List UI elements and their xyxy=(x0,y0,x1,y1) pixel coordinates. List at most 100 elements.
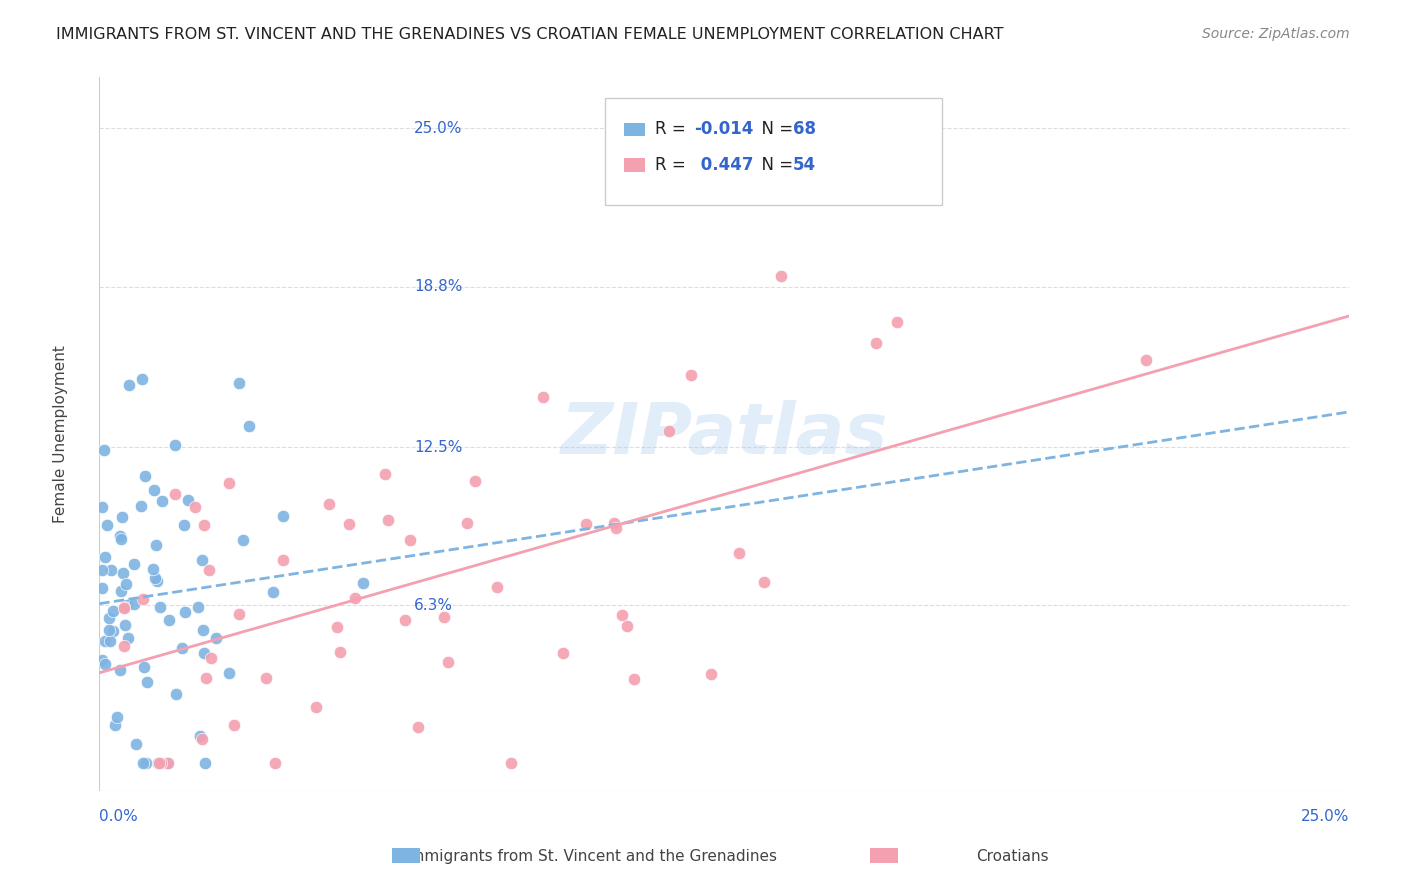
Point xyxy=(117,598,139,612)
Point xyxy=(98,633,121,648)
Point xyxy=(163,438,186,452)
Point xyxy=(329,644,352,658)
Text: Croatians: Croatians xyxy=(976,849,1049,863)
Point xyxy=(90,500,112,514)
Point xyxy=(531,390,554,404)
Point xyxy=(105,709,128,723)
Point xyxy=(131,756,153,771)
Point xyxy=(108,663,131,677)
Point xyxy=(658,424,681,438)
Point xyxy=(501,756,523,771)
Point xyxy=(110,533,132,547)
Point xyxy=(124,597,146,611)
Point xyxy=(104,718,127,732)
Point xyxy=(112,639,135,653)
Point xyxy=(98,623,121,637)
Point xyxy=(198,563,221,577)
Point xyxy=(111,510,134,524)
Point xyxy=(1135,353,1157,368)
Point xyxy=(129,500,152,514)
Point xyxy=(200,651,222,665)
Point xyxy=(152,494,174,508)
Text: Female Unemployment: Female Unemployment xyxy=(53,345,67,524)
Point xyxy=(238,419,260,434)
Point xyxy=(135,756,157,771)
Point xyxy=(408,720,430,734)
Text: 25.0%: 25.0% xyxy=(1301,809,1348,824)
Point xyxy=(456,516,478,530)
Point xyxy=(271,509,294,524)
Point xyxy=(752,574,775,589)
Text: IMMIGRANTS FROM ST. VINCENT AND THE GRENADINES VS CROATIAN FEMALE UNEMPLOYMENT C: IMMIGRANTS FROM ST. VINCENT AND THE GREN… xyxy=(56,27,1004,42)
Point xyxy=(325,619,347,633)
Point xyxy=(193,646,215,660)
Point xyxy=(91,581,114,595)
Point xyxy=(110,529,132,543)
Text: R =: R = xyxy=(655,120,692,138)
Point xyxy=(117,632,139,646)
Point xyxy=(177,493,200,508)
Point xyxy=(110,583,132,598)
Point xyxy=(94,550,117,565)
Point xyxy=(90,563,112,577)
Point xyxy=(616,619,638,633)
Text: 54: 54 xyxy=(793,156,815,174)
Point xyxy=(551,646,574,660)
Point xyxy=(603,516,626,530)
Point xyxy=(112,566,135,580)
Point xyxy=(148,756,170,771)
Point xyxy=(96,517,118,532)
Point xyxy=(398,533,420,547)
Text: N =: N = xyxy=(751,120,799,138)
Point xyxy=(305,699,328,714)
Point xyxy=(173,518,195,533)
Point xyxy=(132,591,155,606)
Point xyxy=(172,641,194,656)
Point xyxy=(228,376,250,390)
Point xyxy=(174,605,197,619)
Point xyxy=(125,737,148,751)
Text: 68: 68 xyxy=(793,120,815,138)
Point xyxy=(374,467,396,481)
Point xyxy=(146,574,169,588)
Text: ZIPatlas: ZIPatlas xyxy=(561,400,887,469)
Text: -0.014: -0.014 xyxy=(695,120,754,138)
Point xyxy=(142,562,165,576)
Point xyxy=(149,600,172,615)
Point xyxy=(865,335,887,350)
Point xyxy=(886,315,908,329)
Point xyxy=(131,372,153,386)
Point xyxy=(145,538,167,552)
Point xyxy=(134,469,156,483)
Point xyxy=(318,497,340,511)
Point xyxy=(143,571,166,585)
Point xyxy=(195,671,218,685)
Point xyxy=(163,486,186,500)
Point xyxy=(157,756,180,771)
Point xyxy=(218,476,240,491)
Point xyxy=(191,623,214,637)
Point xyxy=(115,577,138,591)
Point xyxy=(254,671,277,685)
Point xyxy=(150,756,173,771)
Point xyxy=(232,533,254,547)
Point xyxy=(264,756,287,771)
Point xyxy=(112,600,135,615)
Text: Source: ZipAtlas.com: Source: ZipAtlas.com xyxy=(1202,27,1350,41)
Point xyxy=(186,600,208,615)
Point xyxy=(114,618,136,632)
Point xyxy=(271,553,294,567)
Point xyxy=(191,732,214,747)
Point xyxy=(143,483,166,497)
Point xyxy=(700,667,723,681)
Point xyxy=(218,665,240,680)
Point xyxy=(344,591,367,606)
Text: 0.0%: 0.0% xyxy=(100,809,138,824)
Point xyxy=(228,607,250,621)
Point xyxy=(112,600,135,615)
Point xyxy=(486,580,509,594)
Point xyxy=(262,584,284,599)
Point xyxy=(194,756,217,771)
Point xyxy=(101,604,124,618)
Point xyxy=(100,563,122,577)
